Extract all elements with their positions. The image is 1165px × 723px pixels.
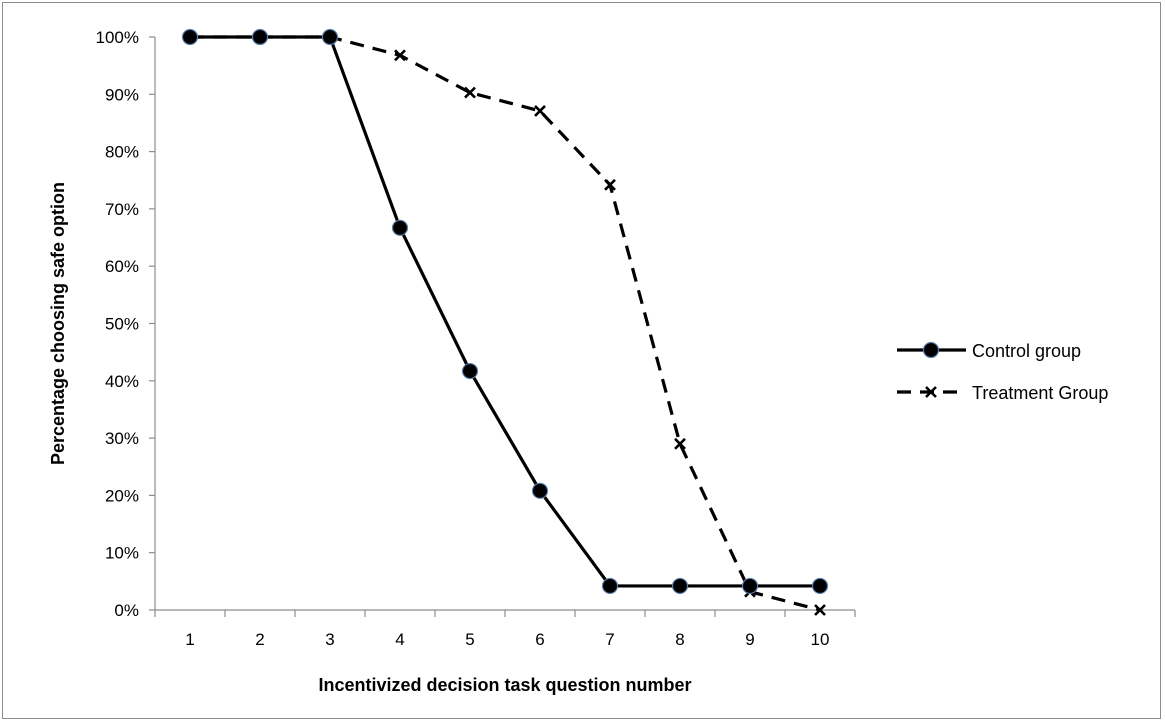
legend-item-control-group: Control group — [897, 341, 1081, 361]
y-tick-label: 40% — [105, 372, 139, 391]
data-point-control-group — [181, 28, 199, 46]
x-tick-label: 2 — [255, 630, 264, 649]
y-tick-label: 70% — [105, 200, 139, 219]
x-tick-label: 7 — [605, 630, 614, 649]
y-axis-title: Percentage choosing safe option — [48, 182, 68, 465]
data-point-control-group — [251, 28, 269, 46]
y-tick-label: 10% — [105, 544, 139, 563]
y-tick-label: 50% — [105, 315, 139, 334]
data-point-control-group — [531, 482, 549, 499]
data-point-treatment-group — [464, 86, 476, 99]
data-point-treatment-group — [604, 178, 616, 191]
legend-label-control-group: Control group — [972, 341, 1081, 361]
x-tick-label: 6 — [535, 630, 544, 649]
legend-marker-shape — [925, 386, 937, 398]
y-tick-label: 60% — [105, 257, 139, 276]
y-tick-label: 90% — [105, 85, 139, 104]
data-point-control-group — [461, 362, 479, 380]
y-tick-label: 0% — [114, 601, 139, 620]
data-point-control-group — [671, 577, 689, 595]
x-tick-label: 5 — [465, 630, 474, 649]
y-tick-label: 20% — [105, 486, 139, 505]
x-tick-label: 3 — [325, 630, 334, 649]
data-point-control-group — [811, 577, 829, 595]
data-point-treatment-group — [814, 604, 826, 616]
legend-item-treatment-group: Treatment Group — [897, 383, 1108, 403]
data-point-control-group — [321, 28, 339, 46]
legend-marker-control-group — [922, 341, 940, 359]
x-tick-label: 9 — [745, 630, 754, 649]
y-tick-label: 100% — [96, 28, 139, 47]
series-line-control-group — [190, 35, 820, 588]
x-tick-label: 8 — [675, 630, 684, 649]
y-tick-label: 80% — [105, 143, 139, 162]
data-point-treatment-group — [534, 104, 546, 117]
data-point-treatment-group — [394, 49, 406, 62]
x-tick-label: 1 — [185, 630, 194, 649]
legend: Control group Treatment Group — [897, 341, 1108, 403]
x-tick-label: 10 — [811, 630, 830, 649]
y-tick-label: 30% — [105, 429, 139, 448]
legend-marker-treatment-group — [925, 386, 937, 398]
data-point-control-group — [391, 219, 409, 236]
x-ticks: 1 2 3 4 5 6 7 8 9 10 — [154, 610, 856, 649]
axes — [154, 37, 855, 611]
legend-marker-shape — [922, 341, 940, 359]
data-point-control-group — [601, 577, 619, 595]
series-layer — [181, 28, 829, 616]
x-tick-label: 4 — [395, 630, 404, 649]
legend-label-treatment-group: Treatment Group — [972, 383, 1108, 403]
data-point-treatment-group — [674, 437, 686, 450]
data-point-control-group — [741, 577, 759, 595]
series-line-treatment-group — [190, 35, 821, 612]
y-ticks: 0% 10% 20% 30% 40% 50% 60% 70% 80% 90% 100% — [96, 28, 155, 620]
x-axis-title: Incentivized decision task question numb… — [318, 675, 691, 695]
